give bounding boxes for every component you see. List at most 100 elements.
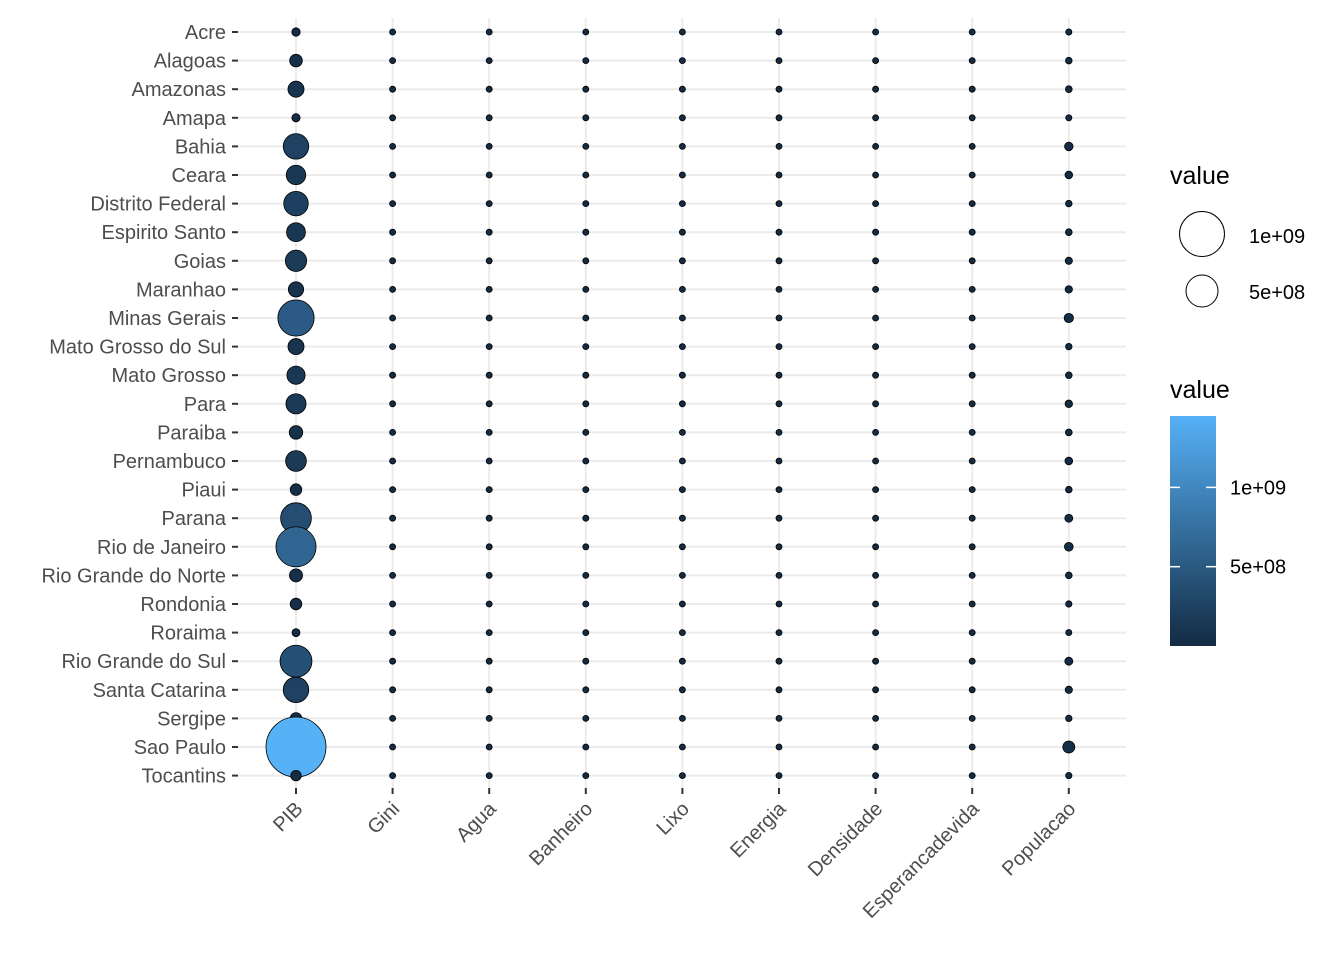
data-point bbox=[1065, 714, 1073, 723]
data-point bbox=[485, 772, 493, 779]
y-tick-label: Para bbox=[184, 394, 227, 416]
data-point bbox=[775, 657, 783, 665]
data-point bbox=[968, 285, 976, 293]
size-legend: value 1e+09 5e+08 bbox=[1170, 162, 1305, 308]
data-point bbox=[775, 543, 783, 551]
data-point bbox=[1064, 456, 1074, 466]
data-point bbox=[1065, 428, 1073, 437]
data-point bbox=[1065, 485, 1073, 494]
y-tick-label: Sergipe bbox=[157, 708, 226, 730]
data-point bbox=[282, 676, 310, 703]
data-point bbox=[679, 457, 686, 465]
data-point bbox=[582, 314, 590, 322]
data-point bbox=[679, 486, 686, 494]
data-point bbox=[968, 772, 976, 779]
y-tick-label: Mato Grosso bbox=[112, 365, 226, 387]
data-point bbox=[582, 715, 590, 722]
data-point bbox=[582, 257, 590, 265]
data-point bbox=[389, 686, 397, 694]
data-point bbox=[275, 526, 317, 568]
data-point bbox=[582, 457, 590, 465]
data-point bbox=[285, 164, 307, 186]
data-point bbox=[968, 457, 976, 465]
data-point bbox=[265, 716, 327, 778]
data-point bbox=[289, 597, 303, 611]
data-point bbox=[679, 285, 686, 293]
data-point bbox=[872, 200, 879, 208]
data-point bbox=[285, 393, 307, 415]
data-point bbox=[775, 57, 783, 64]
data-point bbox=[775, 257, 783, 265]
data-point bbox=[582, 600, 590, 608]
data-point bbox=[485, 200, 493, 208]
data-point bbox=[485, 171, 493, 179]
data-point bbox=[968, 314, 976, 322]
x-tick-label: Populacao bbox=[998, 798, 1080, 880]
data-point bbox=[872, 114, 879, 122]
data-point bbox=[582, 228, 590, 236]
data-point bbox=[775, 715, 783, 722]
data-point bbox=[1065, 342, 1073, 351]
data-point bbox=[968, 572, 976, 579]
data-point bbox=[1065, 772, 1073, 780]
data-point bbox=[679, 142, 686, 150]
data-point bbox=[287, 281, 305, 298]
data-point bbox=[872, 772, 879, 779]
data-point bbox=[775, 514, 783, 522]
data-point bbox=[679, 343, 686, 351]
data-point bbox=[389, 743, 397, 751]
data-point bbox=[679, 400, 686, 408]
data-point bbox=[872, 57, 879, 64]
data-point bbox=[775, 457, 783, 465]
size-legend-label-large: 1e+09 bbox=[1249, 226, 1305, 248]
x-tick-label: Banheiro bbox=[525, 798, 597, 870]
x-tick-label: PIB bbox=[269, 798, 307, 836]
data-point bbox=[872, 85, 879, 93]
data-point bbox=[872, 428, 879, 436]
data-point bbox=[968, 228, 976, 236]
data-point bbox=[485, 257, 493, 265]
data-point bbox=[389, 142, 397, 150]
data-point bbox=[775, 343, 783, 351]
data-point bbox=[679, 428, 686, 436]
data-point bbox=[485, 600, 493, 608]
data-point bbox=[485, 629, 493, 636]
data-point bbox=[968, 171, 976, 179]
data-point bbox=[1065, 56, 1073, 65]
data-point bbox=[485, 743, 493, 751]
data-point bbox=[485, 228, 493, 236]
data-point bbox=[1064, 170, 1074, 180]
data-point bbox=[968, 28, 976, 36]
color-bar bbox=[1170, 416, 1216, 646]
y-tick-label: Minas Gerais bbox=[108, 308, 226, 330]
y-tick-label: Acre bbox=[185, 22, 226, 44]
data-point bbox=[1064, 656, 1074, 666]
data-point bbox=[679, 715, 686, 722]
data-point bbox=[872, 228, 879, 236]
data-point bbox=[582, 486, 590, 494]
data-point bbox=[582, 400, 590, 408]
data-point bbox=[286, 365, 306, 385]
data-point bbox=[872, 314, 879, 322]
y-tick-label: Rondonia bbox=[140, 594, 227, 616]
data-point bbox=[389, 772, 397, 779]
data-point bbox=[968, 715, 976, 722]
data-point bbox=[968, 543, 976, 551]
data-point bbox=[679, 743, 686, 751]
data-point bbox=[1063, 312, 1074, 324]
data-point bbox=[389, 457, 397, 465]
data-point bbox=[872, 572, 879, 579]
data-point bbox=[389, 486, 397, 494]
data-point bbox=[968, 686, 976, 694]
y-tick-label: Rio Grande do Norte bbox=[41, 565, 226, 587]
data-point bbox=[679, 85, 686, 93]
data-point bbox=[389, 629, 397, 636]
data-point bbox=[679, 371, 686, 379]
data-point bbox=[582, 200, 590, 208]
data-point bbox=[679, 772, 686, 779]
data-point bbox=[582, 743, 590, 751]
data-point bbox=[679, 657, 686, 665]
data-points bbox=[265, 27, 1076, 782]
x-tick-label: Gini bbox=[363, 798, 404, 839]
